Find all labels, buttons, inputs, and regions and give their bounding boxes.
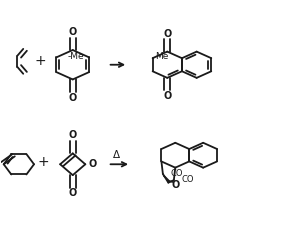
Text: O: O xyxy=(69,188,77,198)
Text: -Me: -Me xyxy=(67,52,84,61)
Text: CO: CO xyxy=(181,175,194,184)
Text: O: O xyxy=(69,27,77,37)
Text: Me: Me xyxy=(155,52,168,61)
Text: O: O xyxy=(88,159,97,169)
Text: O: O xyxy=(163,29,171,38)
Text: +: + xyxy=(35,54,46,68)
Text: O: O xyxy=(69,130,77,140)
Text: +: + xyxy=(38,155,49,169)
Text: O: O xyxy=(163,91,171,101)
Text: O: O xyxy=(69,93,77,103)
Text: O: O xyxy=(172,180,180,190)
Text: $\Delta$: $\Delta$ xyxy=(112,148,121,160)
Text: CO: CO xyxy=(170,169,183,178)
